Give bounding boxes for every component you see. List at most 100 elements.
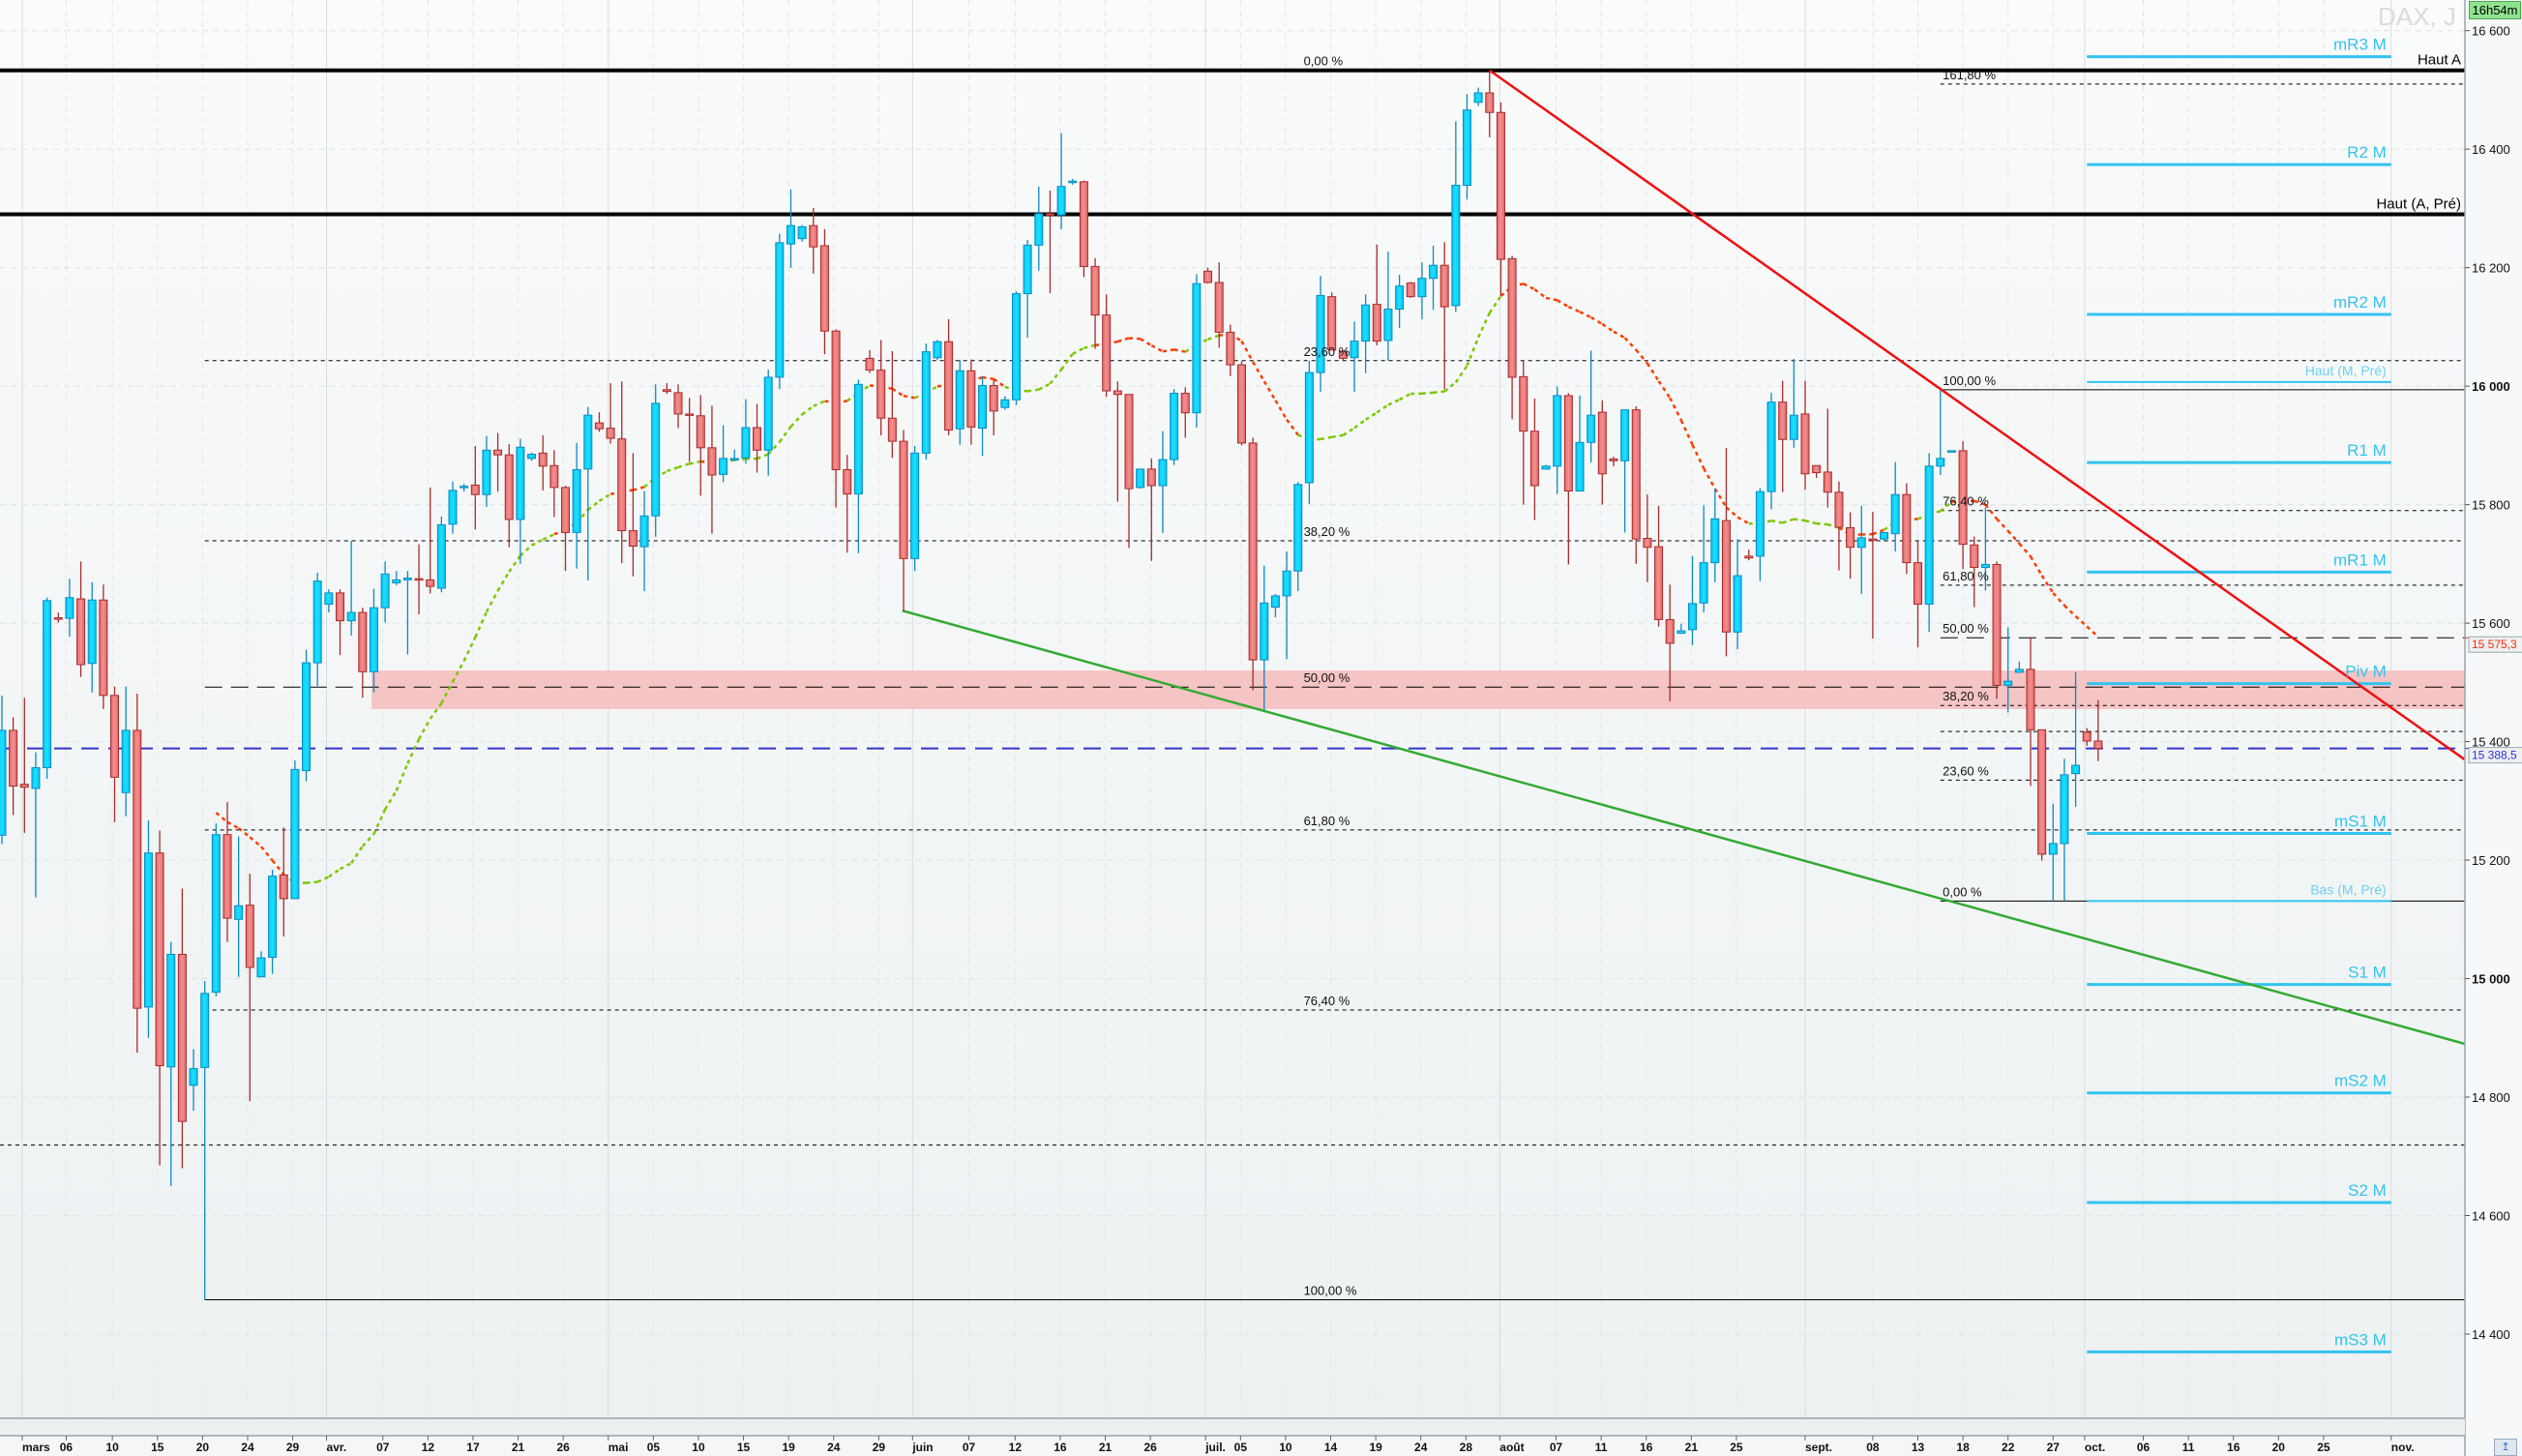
candle-up	[1350, 321, 1359, 393]
ma-segment	[2052, 592, 2065, 607]
candle-body	[1970, 544, 1979, 569]
ma-segment	[1725, 506, 1738, 519]
candle-body	[843, 468, 852, 495]
price-tick-label: 15 200	[2472, 853, 2510, 868]
ma-segment	[1150, 344, 1164, 353]
candle-body	[2026, 669, 2035, 730]
ma-segment	[1940, 501, 1953, 513]
candle-up	[1699, 505, 1708, 613]
ma-segment	[1026, 388, 1039, 393]
candle-body	[9, 729, 18, 787]
ma-segment	[259, 846, 274, 862]
candle-body	[1237, 364, 1246, 444]
candle-body	[369, 607, 378, 672]
candle-down	[696, 395, 705, 496]
ma-segment	[689, 460, 701, 465]
candle-body	[1102, 314, 1112, 392]
candle-up	[1395, 275, 1405, 329]
candle-body	[1203, 270, 1213, 283]
candle-body	[955, 370, 964, 430]
candle-up	[1575, 395, 1585, 492]
candle-body	[166, 953, 176, 1068]
candle-body	[1180, 392, 1190, 414]
time-tick-label: 20	[196, 1441, 210, 1454]
ma-segment	[677, 462, 691, 469]
candle-body	[763, 376, 773, 451]
ma-segment	[2074, 615, 2089, 628]
time-axis[interactable]: mars 06 10 15 20 24 29 avr. 07 12 17 21 26 mai 05 10 15 1…	[0, 1417, 2465, 1454]
ma-segment	[1635, 348, 1648, 365]
resistance-trendline	[1489, 69, 2466, 760]
candle-body	[583, 414, 593, 470]
candle-body	[1868, 538, 1878, 542]
candle-body	[1519, 375, 1528, 432]
ma-segment	[1557, 299, 1569, 309]
ma-segment	[1262, 380, 1277, 401]
ma-segment	[1331, 433, 1344, 439]
candle-body	[1316, 294, 1325, 373]
candle-body	[516, 446, 525, 520]
ma-segment	[215, 812, 228, 823]
candle-up	[402, 571, 412, 655]
time-tick-label: 12	[1009, 1441, 1023, 1454]
time-tick-label: 16	[1053, 1441, 1067, 1454]
candle-up	[1383, 252, 1393, 361]
candle-down	[1834, 481, 1844, 571]
candle-down	[1744, 550, 1754, 561]
candle-body	[1350, 341, 1359, 359]
ma-segment	[1545, 296, 1558, 302]
candle-down	[493, 432, 503, 492]
candle-body	[1158, 459, 1168, 487]
moving-average	[215, 282, 2099, 884]
candle-down	[865, 349, 875, 373]
pivot-label: mR3 M	[2333, 36, 2387, 54]
time-tick-label: 11	[2182, 1441, 2195, 1454]
ma-segment	[757, 453, 769, 461]
candle-body	[561, 487, 570, 533]
ma-segment	[1613, 330, 1626, 340]
candle-up	[2071, 671, 2081, 807]
candle-body	[1936, 458, 1945, 467]
time-tick-label: mars	[22, 1441, 50, 1454]
candle-body	[1631, 409, 1641, 540]
time-tick-label: 18	[1956, 1441, 1970, 1454]
price-axis[interactable]: 16 600 16 400 16 200 16 000 15 800 15 600 15 4…	[2464, 0, 2522, 1456]
candle-up	[1012, 291, 1021, 405]
candle-body	[989, 385, 998, 412]
candle-up	[853, 379, 863, 553]
time-tick-label: 29	[286, 1441, 300, 1454]
time-axis-band	[0, 1418, 2465, 1436]
price-tick-label: 16 000	[2472, 379, 2510, 394]
time-tick-label: 21	[1685, 1441, 1699, 1454]
time-tick-label: juin	[911, 1441, 933, 1454]
candle-body	[1473, 92, 1483, 104]
candle-body	[628, 530, 638, 547]
candle-body	[121, 729, 131, 793]
candle-body	[2048, 843, 2058, 855]
candle-body	[290, 768, 300, 900]
ma-segment	[1353, 418, 1367, 430]
candle-up	[1304, 360, 1314, 505]
candle-body	[312, 580, 322, 664]
ma-segment	[1433, 390, 1445, 395]
candles	[0, 70, 2103, 1300]
candle-body	[1383, 309, 1393, 342]
candle-up	[1541, 464, 1551, 470]
candle-body	[1090, 265, 1100, 316]
candle-body	[436, 523, 446, 589]
candle-up	[1136, 468, 1145, 490]
candle-body	[1260, 602, 1269, 661]
candle-up	[1856, 505, 1866, 595]
scale-settings-icon[interactable]: ↥	[2494, 1439, 2517, 1456]
ma-segment	[1038, 382, 1052, 391]
candle-body	[324, 592, 334, 606]
candle-down	[1327, 292, 1337, 351]
candle-body	[414, 578, 424, 581]
candle-body	[31, 767, 41, 789]
time-tick-label: 08	[1866, 1441, 1880, 1454]
ma-segment	[2086, 625, 2099, 639]
candle-body	[1575, 441, 1585, 492]
candle-down	[2093, 699, 2103, 761]
ma-segment	[1207, 334, 1220, 342]
